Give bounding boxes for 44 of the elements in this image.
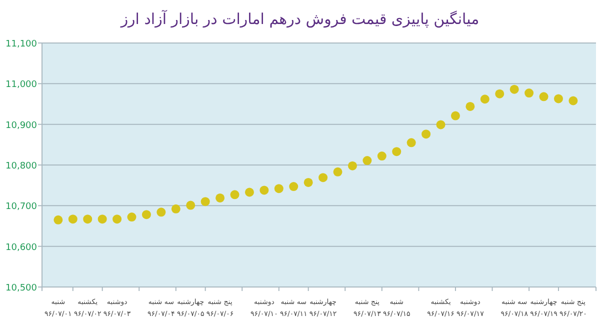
point [568,96,578,106]
point [539,92,548,102]
point [333,167,342,176]
point [186,200,196,210]
point [304,178,313,187]
point [200,197,210,206]
chart-title: میانگین پاییزی قیمت فروش درهم امارات در بازار آزاد ارز [120,9,480,28]
point [510,84,519,94]
point [98,214,107,224]
point [436,120,446,130]
point [450,111,460,120]
y-tick-label: 10,800 [6,162,38,172]
point [260,186,269,195]
point [216,193,225,202]
y-tick-label: 10,700 [6,202,38,212]
point [362,156,372,166]
point [171,204,180,214]
point [466,102,475,111]
point [392,147,402,156]
point [289,182,298,192]
point [112,214,122,224]
point [156,208,166,217]
point [127,212,136,222]
y-tick-label: 10,900 [6,120,38,131]
y-tick-label: 10,600 [6,242,38,253]
point [348,161,357,170]
point [377,152,386,161]
point [495,89,504,98]
point [230,190,240,200]
y-tick-label: 10,500 [6,284,38,294]
point [54,215,63,224]
point [422,130,431,139]
y-tick-label: 11,100 [6,40,38,50]
point [83,214,92,224]
point [480,94,490,104]
point [274,184,284,194]
point [406,138,416,148]
point [244,188,254,197]
point [524,88,534,98]
point [142,210,151,220]
point [554,94,563,104]
y-tick-label: 11,000 [6,80,38,90]
point [68,214,78,224]
point [318,173,328,182]
